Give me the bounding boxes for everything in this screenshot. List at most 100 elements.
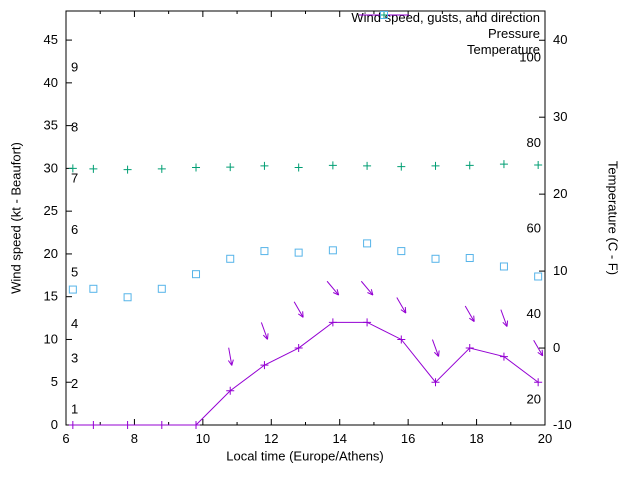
beaufort-scale-label: 8 <box>71 119 78 134</box>
temperature-point <box>260 247 269 256</box>
gust-arrow-shaft <box>293 301 304 318</box>
gust-arrow-shaft <box>326 280 340 296</box>
legend-entry-pressure: Pressure <box>351 11 540 41</box>
temperature-point <box>363 239 372 248</box>
legend-entry-temperature: Temperature <box>351 11 540 57</box>
pressure-point <box>431 161 440 170</box>
y-left-tick-label: 10 <box>44 331 58 346</box>
pressure-point <box>260 161 269 170</box>
temperature-point <box>157 284 166 293</box>
gust-arrow <box>533 339 544 357</box>
y-right-tick-label: 20 <box>553 186 567 201</box>
fahrenheit-scale-label: 100 <box>519 49 541 64</box>
temperature-point <box>226 254 235 263</box>
gust-arrow-head <box>473 315 475 322</box>
gust-arrow <box>464 305 475 323</box>
wind-speed-line <box>72 321 539 426</box>
pressure-point <box>397 162 406 171</box>
legend-sample-shape <box>380 11 389 19</box>
y-left-tick-label: 30 <box>44 160 58 175</box>
wind-speed-point <box>363 318 372 327</box>
series-pressure <box>68 160 543 174</box>
x-tick-label: 20 <box>538 431 552 446</box>
temperature-point <box>328 246 337 255</box>
wind-speed-point <box>192 421 201 429</box>
gust-arrow-head <box>404 307 407 314</box>
gust-arrow <box>293 301 304 318</box>
wind-speed-point <box>499 352 508 361</box>
wind-speed-point <box>123 421 132 429</box>
gust-arrow-shaft <box>228 347 233 366</box>
temperature-point <box>192 270 201 279</box>
gust-arrow-head <box>541 349 544 356</box>
plot-border <box>65 10 546 426</box>
y-left-tick-label: 0 <box>51 417 58 432</box>
gust-arrow-head <box>506 320 509 327</box>
wind-speed-point <box>226 386 235 395</box>
wind-speed-point <box>397 335 406 344</box>
beaufort-scale-label: 2 <box>71 376 78 391</box>
gust-arrow-head <box>227 360 233 366</box>
pressure-point <box>534 160 543 169</box>
beaufort-scale-label: 5 <box>71 265 78 280</box>
x-tick-label: 6 <box>62 431 69 446</box>
gust-arrow-shaft <box>431 339 440 357</box>
beaufort-scale-label: 4 <box>71 316 78 331</box>
gust-arrow-head <box>267 333 269 340</box>
gust-arrow-head <box>297 313 304 318</box>
y-right-tick-label: 0 <box>553 340 560 355</box>
y-left-tick-label: 25 <box>44 203 58 218</box>
y-axis-label-right: Temperature (C - F) <box>605 160 621 276</box>
legend-sample-marker <box>380 11 389 19</box>
y-right-tick-label: 30 <box>553 109 567 124</box>
fahrenheit-scale-label: 40 <box>527 306 541 321</box>
x-tick-label: 18 <box>469 431 483 446</box>
temperature-point <box>431 254 440 263</box>
x-tick-label: 8 <box>131 431 138 446</box>
legend-label: Pressure <box>487 25 540 41</box>
gust-arrow-head <box>333 292 339 296</box>
wind-speed-point <box>294 344 303 353</box>
gust-arrow <box>260 322 269 340</box>
temperature-point <box>89 284 98 293</box>
chart-legend: Wind speed, gusts, and direction Pressure… <box>351 9 540 57</box>
legend-label: Temperature <box>467 41 540 57</box>
x-axis-label: Local time (Europe/Athens) <box>226 448 384 464</box>
gust-arrow-head <box>400 309 407 314</box>
beaufort-scale-label: 7 <box>71 171 78 186</box>
x-tick-label: 14 <box>332 431 346 446</box>
gust-arrow-head <box>302 311 304 318</box>
temperature-point <box>534 272 543 281</box>
fahrenheit-scale-label: 80 <box>527 135 541 150</box>
gust-arrow-shaft <box>500 309 508 327</box>
fahrenheit-scale-label: 20 <box>527 391 541 406</box>
temperature-point <box>499 262 508 271</box>
pressure-point <box>226 163 235 172</box>
gust-arrow-shaft <box>360 280 374 296</box>
wind-speed-point <box>260 361 269 370</box>
pressure-point <box>157 164 166 173</box>
gust-arrow-head <box>438 350 440 357</box>
y-axis-label-left: Wind speed (kt - Beaufort) <box>8 142 24 294</box>
y-right-tick-label: 40 <box>553 32 567 47</box>
beaufort-scale-label: 1 <box>71 402 78 417</box>
gust-arrow-head <box>537 351 543 357</box>
y-right-tick-label: 10 <box>553 263 567 278</box>
y-right-tick-label: -10 <box>553 417 572 432</box>
pressure-point <box>363 161 372 170</box>
gust-arrow-shaft <box>464 305 475 322</box>
y-left-tick-label: 5 <box>51 374 58 389</box>
gust-arrow <box>500 309 509 327</box>
y-left-tick-label: 15 <box>44 289 58 304</box>
pressure-point <box>192 163 201 172</box>
gust-arrow <box>326 280 340 296</box>
gust-arrow-head <box>336 289 340 296</box>
wind-speed-point <box>68 421 77 429</box>
gust-arrow-head <box>502 321 508 327</box>
pressure-point <box>499 160 508 169</box>
gust-arrow-head <box>469 317 475 323</box>
pressure-point <box>465 161 474 170</box>
gust-arrow <box>431 339 440 357</box>
gust-arrow-head <box>231 359 234 366</box>
